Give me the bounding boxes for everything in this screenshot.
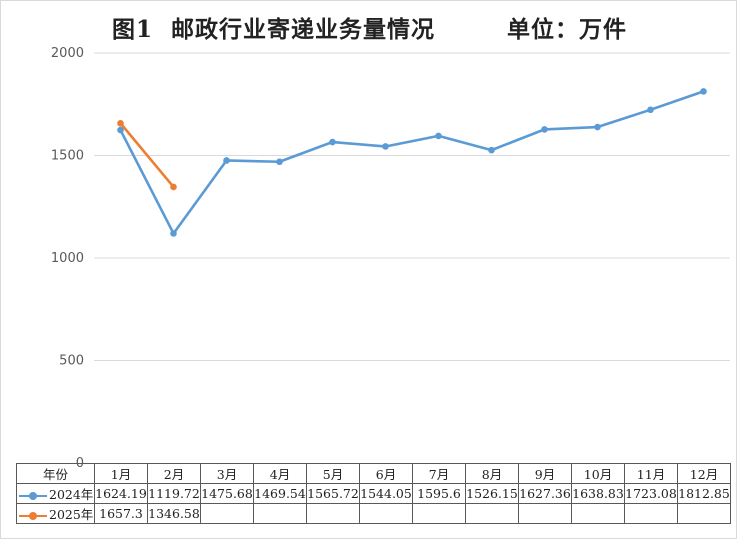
- data-point: [117, 126, 124, 134]
- data-label: 1627.36: [518, 483, 572, 504]
- data-label: [518, 503, 572, 524]
- table-row-2025: 2025年 1657.3 1346.58: [16, 503, 731, 524]
- x-tick-label: 1月: [94, 463, 148, 484]
- data-label: [412, 503, 466, 524]
- table-header-label: 年份: [16, 463, 95, 484]
- chart-title: 图1 邮政行业寄递业务量情况 单位：万件: [111, 16, 628, 43]
- data-point: [594, 123, 601, 131]
- data-label: 1595.6: [412, 483, 466, 504]
- table-row-2024: 2024年 1624.19 1119.72 1475.68 1469.54 1565.7…: [16, 483, 731, 504]
- data-point: [329, 138, 336, 146]
- data-label: 1475.68: [200, 483, 254, 504]
- data-label: [677, 503, 731, 524]
- y-tick-label: 500: [59, 354, 84, 369]
- data-label: [359, 503, 413, 524]
- data-label: 1346.58: [147, 503, 201, 524]
- data-point: [647, 106, 654, 114]
- x-tick-label: 2月: [147, 463, 201, 484]
- x-tick-label: 9月: [518, 463, 572, 484]
- data-point: [276, 158, 283, 166]
- data-point: [700, 88, 707, 95]
- x-tick-label: 8月: [465, 463, 519, 484]
- data-point: [382, 143, 389, 150]
- data-point: [117, 119, 124, 127]
- data-label: 1812.85: [677, 483, 731, 504]
- data-label: 1119.72: [147, 483, 201, 504]
- x-tick-label: 7月: [412, 463, 466, 484]
- legend-entry-2024: 2024年: [16, 483, 95, 504]
- data-label: 1723.08: [624, 483, 678, 504]
- legend-label-2025: 2025年: [49, 507, 94, 522]
- data-point: [170, 230, 177, 237]
- legend-marker-2024: [19, 491, 47, 501]
- data-point: [170, 183, 177, 191]
- data-label: 1624.19: [94, 483, 148, 504]
- data-label: 1526.15: [465, 483, 519, 504]
- x-tick-label: 4月: [253, 463, 307, 484]
- data-label: [571, 503, 625, 524]
- y-tick-label: 2000: [51, 46, 84, 61]
- table-header-row: 年份 1月 2月 3月 4月 5月 6月 7月 8月 9月 10月 11月 12月: [16, 463, 731, 484]
- x-tick-label: 3月: [200, 463, 254, 484]
- data-table: 年份 1月 2月 3月 4月 5月 6月 7月 8月 9月 10月 11月 12月 2024年 162…: [16, 463, 731, 524]
- data-label: 1657.3: [94, 503, 148, 524]
- data-label: 1638.83: [571, 483, 625, 504]
- data-label: 1469.54: [253, 483, 307, 504]
- x-tick-label: 5月: [306, 463, 360, 484]
- legend-label-2024: 2024年: [49, 487, 94, 502]
- data-label: [200, 503, 254, 524]
- data-label: [465, 503, 519, 524]
- data-label: 1565.72: [306, 483, 360, 504]
- y-tick-label: 1000: [51, 251, 84, 266]
- data-point: [435, 132, 442, 140]
- y-tick-label: 1500: [51, 149, 84, 164]
- series-line-0: [119, 90, 704, 235]
- series-line-1: [119, 122, 175, 188]
- data-label: [306, 503, 360, 524]
- legend-marker-2025: [19, 511, 47, 521]
- data-label: [253, 503, 307, 524]
- x-tick-label: 12月: [677, 463, 731, 484]
- data-label: [624, 503, 678, 524]
- data-point: [541, 126, 548, 133]
- data-label: 1544.05: [359, 483, 413, 504]
- x-tick-label: 6月: [359, 463, 413, 484]
- legend-entry-2025: 2025年: [16, 503, 95, 524]
- x-tick-label: 11月: [624, 463, 678, 484]
- x-tick-label: 10月: [571, 463, 625, 484]
- data-point: [223, 157, 230, 164]
- data-point: [488, 146, 495, 154]
